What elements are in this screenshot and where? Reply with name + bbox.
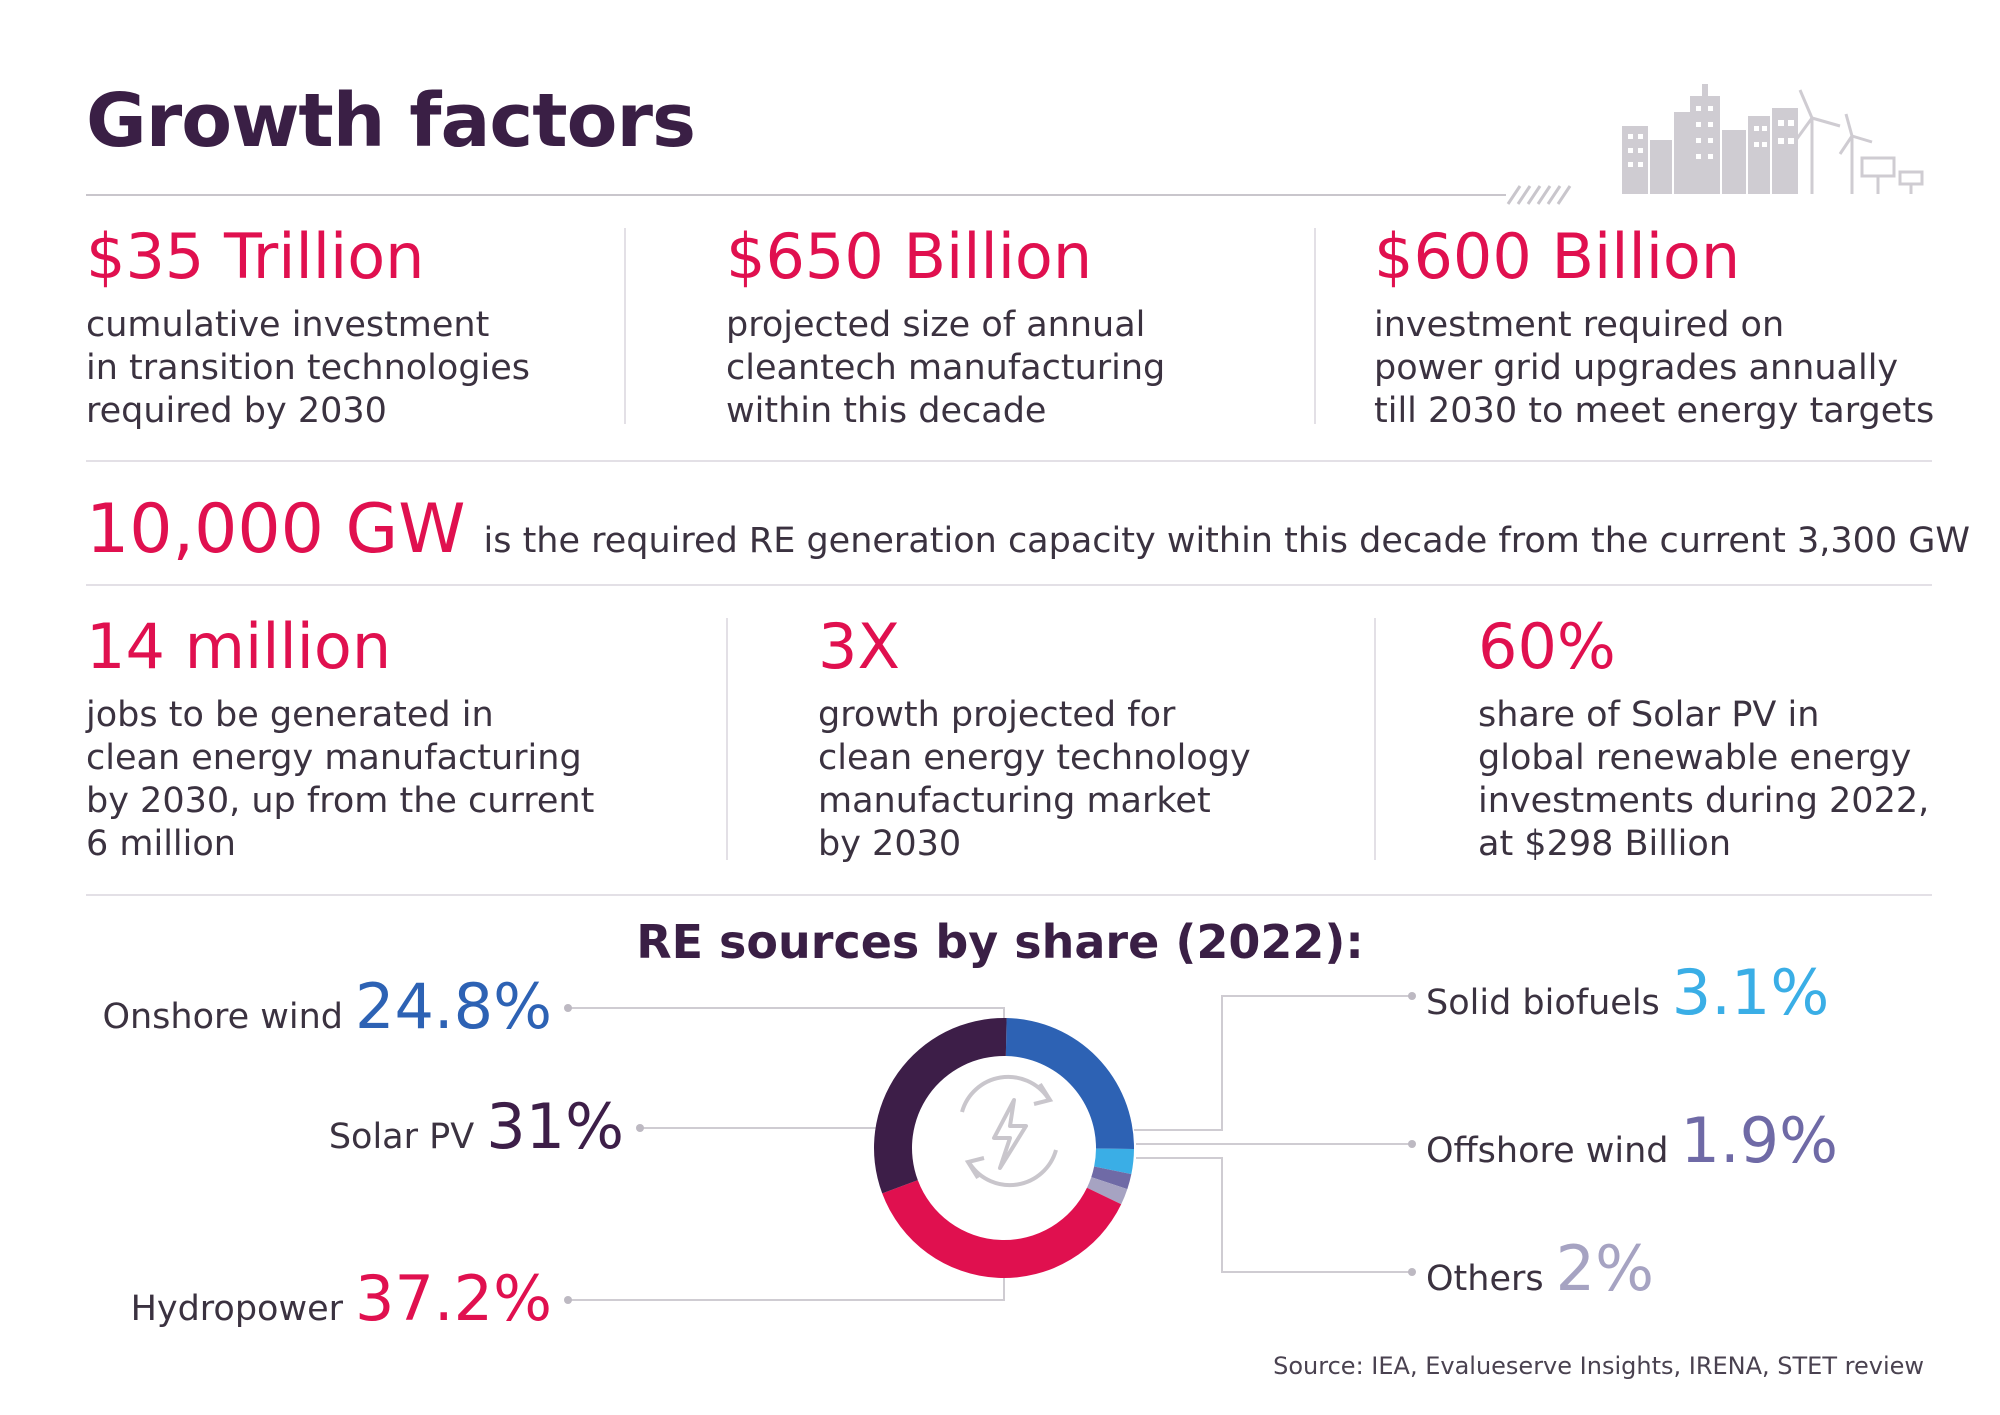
donut-slice-solid-biofuels (1094, 1148, 1134, 1175)
donut-slice-others (1086, 1177, 1128, 1205)
donut-slice-onshore-wind (1005, 1018, 1135, 1149)
stat-jobs: 14 million jobs to be generated in clean… (86, 616, 594, 866)
stat-growth: 3X growth projected for clean energy tec… (818, 616, 1251, 866)
stat-desc-line: cleantech manufacturing (726, 348, 1166, 388)
label-hydropower: Hydropower 37.2% (131, 1262, 552, 1335)
donut-slice-offshore-wind (1091, 1166, 1132, 1190)
stat-value: $35 Trillion (86, 220, 425, 293)
label-value: 2% (1555, 1232, 1654, 1305)
donut-slice-hydropower (882, 1180, 1122, 1279)
label-name: Hydropower (130, 1289, 344, 1329)
stat-value: $600 Billion (1374, 220, 1741, 293)
stat-solar-share: 60% share of Solar PV in global renewabl… (1478, 616, 1929, 866)
stat-desc-line: in transition technologies (86, 348, 531, 388)
label-solid-biofuels: Solid biofuels 3.1% (1426, 956, 1829, 1029)
label-others: Others 2% (1426, 1232, 1654, 1305)
label-name: Solar PV (328, 1117, 475, 1157)
stat-desc-line: power grid upgrades annually (1374, 348, 1899, 388)
stat-desc-line: 6 million (86, 824, 236, 864)
stat-desc-line: share of Solar PV in (1478, 695, 1820, 735)
stat-desc-line: required by 2030 (86, 391, 387, 431)
stat-desc-line: global renewable energy (1478, 738, 1912, 778)
stat-desc-line: within this decade (726, 391, 1047, 431)
stat-value: 14 million (86, 610, 392, 683)
label-value: 3.1% (1671, 956, 1830, 1029)
stat-cleantech-manufacturing: $650 Billion projected size of annual cl… (726, 226, 1165, 433)
donut-slice-solar-pv (874, 1018, 1007, 1194)
leader-dot (1408, 1268, 1416, 1276)
column-divider (624, 228, 626, 424)
stat-desc-line: till 2030 to meet energy targets (1374, 391, 1935, 431)
stat-desc-line: cumulative investment (86, 305, 490, 345)
stat-desc-line: by 2030, up from the current (86, 781, 595, 821)
leader-dot (564, 1296, 572, 1304)
label-offshore-wind: Offshore wind 1.9% (1426, 1104, 1838, 1177)
column-divider (1314, 228, 1316, 424)
stat-desc-line: investments during 2022, (1478, 781, 1930, 821)
leader-dot (1408, 1140, 1416, 1148)
leader-line-solid-biofuels (1134, 995, 1412, 1131)
leader-dot (636, 1124, 644, 1132)
label-value: 37.2% (355, 1262, 552, 1335)
source-note: Source: IEA, Evalueserve Insights, IRENA… (1273, 1352, 1924, 1380)
stat-cumulative-investment: $35 Trillion cumulative investment in tr… (86, 226, 530, 433)
section-divider (86, 894, 1932, 896)
chart-title: RE sources by share (2022): (636, 915, 1364, 969)
label-value: 31% (486, 1090, 624, 1163)
stat-value: 3X (818, 610, 900, 683)
stat-desc-line: manufacturing market (818, 781, 1211, 821)
stat-value: 60% (1478, 610, 1616, 683)
stat-desc-line: jobs to be generated in (86, 695, 494, 735)
label-onshore-wind: Onshore wind 24.8% (102, 970, 552, 1043)
column-divider (726, 618, 728, 860)
page-title: Growth factors (86, 78, 696, 164)
stat-desc-line: clean energy technology (818, 738, 1251, 778)
leader-dot (564, 1004, 572, 1012)
label-name: Onshore wind (102, 997, 344, 1037)
label-name: Others (1426, 1259, 1544, 1299)
stat-desc-line: growth projected for (818, 695, 1176, 735)
leader-line-hydropower (568, 1272, 1005, 1301)
label-solar-pv: Solar PV 31% (329, 1090, 624, 1163)
stat-power-grid: $600 Billion investment required on powe… (1374, 226, 1934, 433)
section-divider (86, 460, 1932, 462)
stat-desc-line: at $298 Billion (1478, 824, 1731, 864)
label-value: 1.9% (1680, 1104, 1839, 1177)
generation-value: 10,000 GW (86, 490, 466, 569)
column-divider (1374, 618, 1376, 860)
recycle-bolt-icon (960, 1074, 1058, 1188)
section-divider (86, 584, 1932, 586)
stat-value: $650 Billion (726, 220, 1093, 293)
stat-desc-line: by 2030 (818, 824, 962, 864)
stat-desc-line: clean energy manufacturing (86, 738, 582, 778)
generation-capacity-row: 10,000 GW is the required RE generation … (86, 490, 1970, 569)
stat-desc-line: projected size of annual (726, 305, 1146, 345)
title-divider (86, 194, 1506, 196)
stat-desc-line: investment required on (1374, 305, 1785, 345)
label-name: Offshore wind (1426, 1131, 1669, 1171)
leader-dot (1408, 992, 1416, 1000)
label-name: Solid biofuels (1426, 983, 1660, 1023)
leader-line-onshore-wind (568, 1007, 1005, 1030)
leader-line-others (1136, 1157, 1412, 1273)
generation-text: is the required RE generation capacity w… (483, 521, 1970, 561)
label-value: 24.8% (355, 970, 552, 1043)
